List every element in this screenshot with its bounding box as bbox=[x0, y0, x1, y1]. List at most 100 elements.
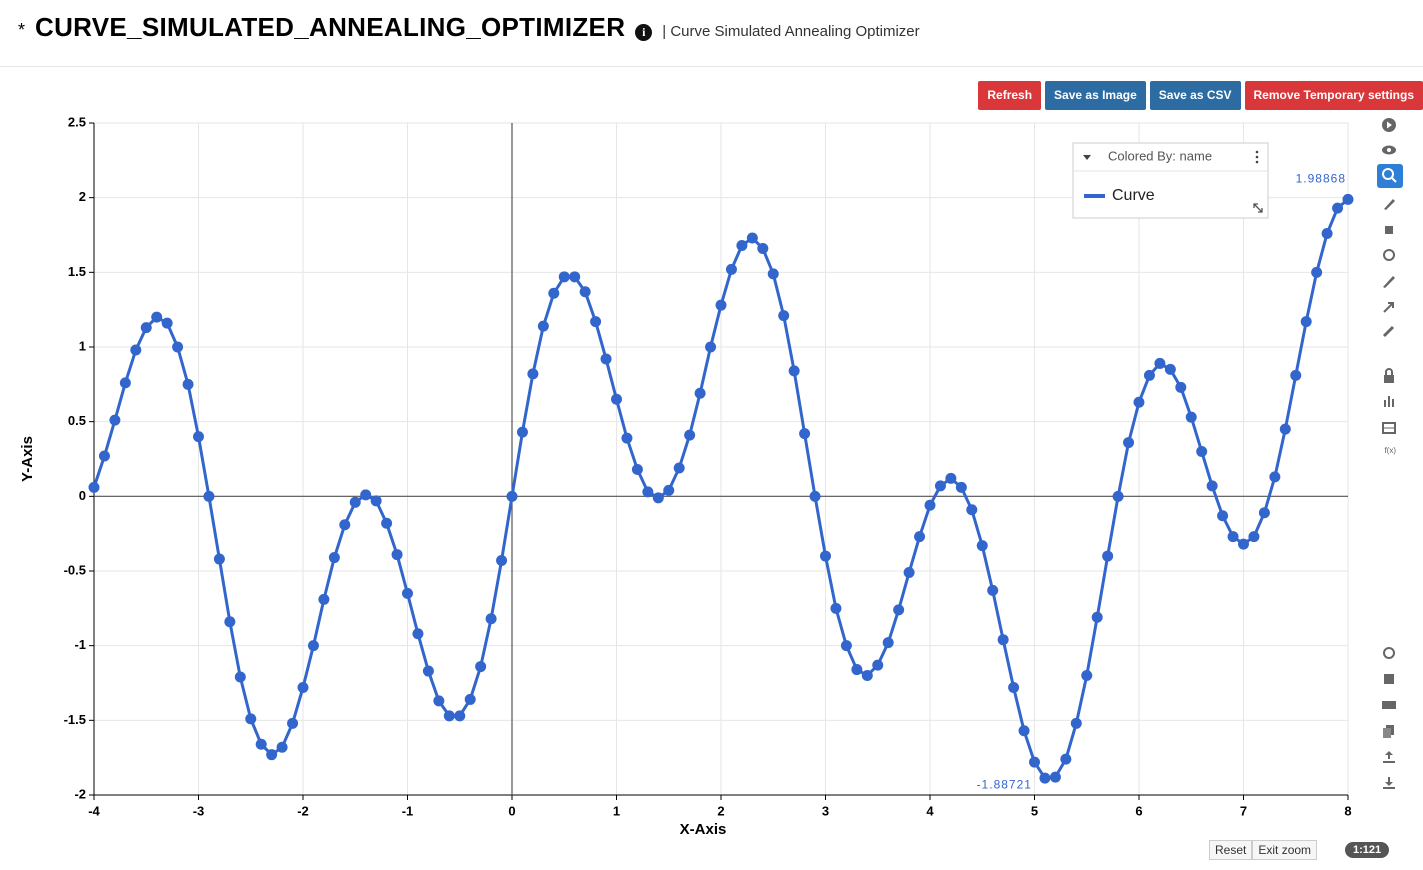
pencil-tool[interactable] bbox=[1381, 273, 1399, 288]
data-point bbox=[746, 232, 758, 244]
data-point bbox=[412, 628, 424, 640]
data-point bbox=[1018, 725, 1030, 737]
legend-menu-dot bbox=[1255, 150, 1259, 154]
data-point bbox=[652, 492, 664, 504]
reset-button[interactable]: Reset bbox=[1209, 840, 1253, 860]
data-point bbox=[799, 428, 811, 440]
data-point bbox=[673, 462, 685, 474]
rotate-tool[interactable] bbox=[1381, 247, 1399, 261]
view-tool[interactable] bbox=[1381, 143, 1399, 157]
data-point bbox=[266, 749, 278, 761]
zoom-tool[interactable] bbox=[1377, 164, 1403, 188]
data-point bbox=[642, 486, 654, 498]
data-point bbox=[402, 587, 413, 599]
unsaved-marker: * bbox=[18, 20, 26, 40]
data-point bbox=[987, 584, 999, 596]
info-icon[interactable]: i bbox=[635, 24, 653, 41]
data-point bbox=[611, 393, 622, 405]
data-point bbox=[872, 659, 884, 671]
y-axis-title: Y-Axis bbox=[19, 436, 36, 482]
data-point bbox=[579, 286, 591, 298]
data-point bbox=[1070, 717, 1082, 729]
refresh-button[interactable]: Refresh bbox=[978, 81, 1042, 110]
data-point bbox=[224, 616, 236, 628]
x-tick-label: 0 bbox=[508, 803, 515, 818]
data-point bbox=[537, 320, 549, 332]
save-csv-button[interactable]: Save as CSV bbox=[1149, 81, 1241, 110]
data-point bbox=[1279, 423, 1291, 435]
data-point bbox=[809, 490, 821, 502]
y-tick-label: -1 bbox=[74, 637, 86, 652]
data-point bbox=[1185, 411, 1197, 423]
fit-tool[interactable] bbox=[1381, 222, 1399, 236]
chart-tool[interactable] bbox=[1381, 393, 1399, 407]
save-tool[interactable] bbox=[1381, 671, 1399, 685]
data-point bbox=[1060, 753, 1072, 765]
data-point bbox=[287, 717, 299, 729]
data-point bbox=[370, 495, 382, 507]
keyboard-tool[interactable] bbox=[1381, 697, 1399, 711]
data-point bbox=[1290, 369, 1302, 381]
data-point bbox=[705, 341, 717, 353]
x-tick-label: 3 bbox=[822, 803, 829, 818]
data-point bbox=[1143, 369, 1155, 381]
upload-tool[interactable] bbox=[1381, 749, 1399, 763]
legend-box bbox=[1072, 142, 1269, 219]
legend-caret bbox=[1083, 155, 1091, 160]
data-point bbox=[140, 322, 152, 334]
data-point bbox=[1258, 507, 1270, 519]
reload-tool[interactable] bbox=[1381, 645, 1399, 659]
data-point bbox=[1112, 490, 1124, 502]
download-tool[interactable] bbox=[1381, 775, 1399, 789]
data-point bbox=[318, 593, 330, 605]
magic-tool[interactable] bbox=[1381, 323, 1399, 338]
data-point bbox=[496, 555, 508, 567]
brush-tool[interactable] bbox=[1381, 196, 1399, 210]
data-point bbox=[245, 713, 257, 725]
data-point bbox=[830, 602, 842, 614]
data-point bbox=[600, 353, 612, 365]
max-label: 1.98868 bbox=[1296, 172, 1346, 186]
data-point bbox=[558, 271, 570, 283]
data-point bbox=[1196, 446, 1208, 458]
data-point bbox=[778, 310, 790, 322]
exit-zoom-button[interactable]: Exit zoom bbox=[1252, 840, 1318, 860]
data-point bbox=[903, 566, 915, 578]
function-tool[interactable]: f(x) bbox=[1384, 446, 1396, 455]
data-point bbox=[213, 553, 225, 565]
x-tick-label: 8 bbox=[1344, 803, 1351, 818]
data-point bbox=[851, 664, 863, 676]
data-point bbox=[349, 496, 361, 508]
data-point bbox=[391, 549, 403, 561]
legend-title: Colored By: name bbox=[1108, 148, 1212, 163]
table-tool[interactable] bbox=[1381, 420, 1399, 434]
y-tick-label: 0 bbox=[79, 488, 86, 503]
arrow-tool[interactable] bbox=[1381, 299, 1399, 313]
data-point bbox=[1227, 531, 1239, 543]
data-point bbox=[1039, 772, 1051, 784]
x-tick-label: 5 bbox=[1031, 803, 1038, 818]
data-point bbox=[1248, 531, 1260, 543]
data-point bbox=[339, 519, 351, 531]
y-tick-label: -0.5 bbox=[64, 562, 86, 577]
data-point bbox=[955, 481, 967, 493]
data-point bbox=[151, 311, 163, 323]
data-point bbox=[966, 504, 978, 516]
copy-tool[interactable] bbox=[1381, 723, 1399, 738]
save-image-button[interactable]: Save as Image bbox=[1045, 81, 1146, 110]
data-point bbox=[1133, 396, 1145, 408]
y-tick-label: 2.5 bbox=[68, 114, 86, 129]
y-tick-label: 2 bbox=[79, 189, 86, 204]
data-point bbox=[297, 681, 309, 693]
data-point bbox=[631, 463, 643, 475]
y-tick-label: 1 bbox=[79, 338, 86, 353]
play-tool[interactable] bbox=[1381, 117, 1399, 132]
remove-settings-button[interactable]: Remove Temporary settings bbox=[1244, 81, 1423, 110]
page-title: CURVE_SIMULATED_ANNEALING_OPTIMIZER bbox=[35, 12, 626, 42]
data-point bbox=[1342, 193, 1354, 205]
lock-tool[interactable] bbox=[1381, 368, 1399, 383]
data-point bbox=[193, 431, 204, 443]
data-point bbox=[130, 344, 142, 356]
data-point bbox=[182, 378, 194, 390]
